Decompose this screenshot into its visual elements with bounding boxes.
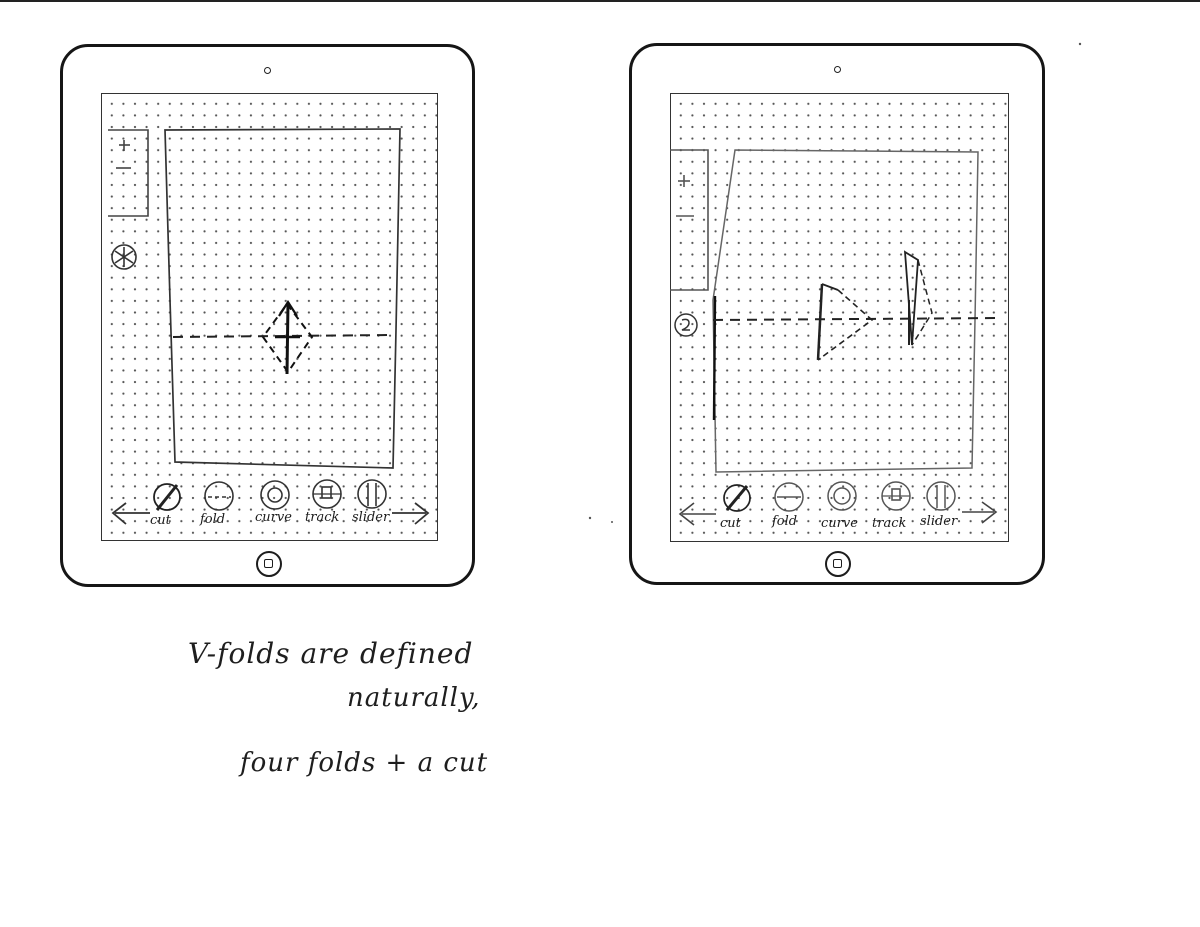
cut-tool-label: cut	[720, 516, 741, 531]
next-arrow-icon[interactable]	[392, 502, 430, 525]
slider-tool-icon[interactable]	[357, 479, 387, 509]
note-line-1: V-folds are defined	[188, 637, 474, 670]
slider-tool-label: slider	[920, 514, 958, 529]
curve-tool-label: curve	[821, 516, 858, 531]
v-fold-triangle[interactable]	[816, 283, 874, 361]
v-fold-triangle[interactable]	[903, 250, 933, 346]
cut-tool-icon[interactable]	[723, 484, 751, 512]
fold-tool-label: fold	[200, 512, 226, 527]
paper-sheet	[712, 149, 979, 473]
camera-dot	[264, 67, 271, 74]
next-arrow-icon[interactable]	[962, 501, 998, 524]
fold-tool-icon[interactable]	[774, 482, 804, 512]
track-tool-label: track	[872, 516, 907, 531]
curve-tool-icon[interactable]	[827, 481, 857, 511]
curve-tool-label: curve	[255, 510, 292, 525]
fold-tool-icon[interactable]	[204, 481, 234, 511]
slider-tool-label: slider	[352, 510, 390, 525]
cut-tool-label: cut	[150, 513, 171, 528]
note-line-2: naturally,	[347, 683, 481, 713]
zoom-control[interactable]	[108, 129, 149, 217]
zoom-control[interactable]	[670, 149, 709, 291]
fold-line	[712, 317, 1003, 321]
v-fold-diamond[interactable]	[261, 299, 314, 375]
note-line-3: four folds + a cut	[240, 748, 489, 778]
home-button[interactable]	[256, 551, 282, 577]
previous-arrow-icon[interactable]	[111, 502, 150, 525]
slider-tool-icon[interactable]	[926, 481, 956, 511]
camera-dot	[834, 66, 841, 73]
home-button[interactable]	[825, 551, 851, 577]
curve-tool-icon[interactable]	[260, 480, 290, 510]
scan-edge	[0, 0, 1200, 2]
track-tool-label: track	[305, 510, 340, 525]
track-tool-icon[interactable]	[312, 479, 342, 509]
previous-arrow-icon[interactable]	[678, 502, 716, 526]
cut-tool-icon[interactable]	[153, 483, 181, 511]
fold-tool-label: fold	[772, 514, 798, 529]
paper-sheet	[164, 128, 401, 469]
paper-edge	[712, 295, 717, 421]
settings-icon[interactable]	[674, 313, 698, 337]
tablet-frame-right	[629, 43, 1045, 585]
track-tool-icon[interactable]	[881, 481, 911, 511]
screen-canvas-right[interactable]	[670, 93, 1009, 542]
asterisk-icon[interactable]	[111, 244, 137, 270]
screen-canvas-left[interactable]	[101, 93, 438, 541]
